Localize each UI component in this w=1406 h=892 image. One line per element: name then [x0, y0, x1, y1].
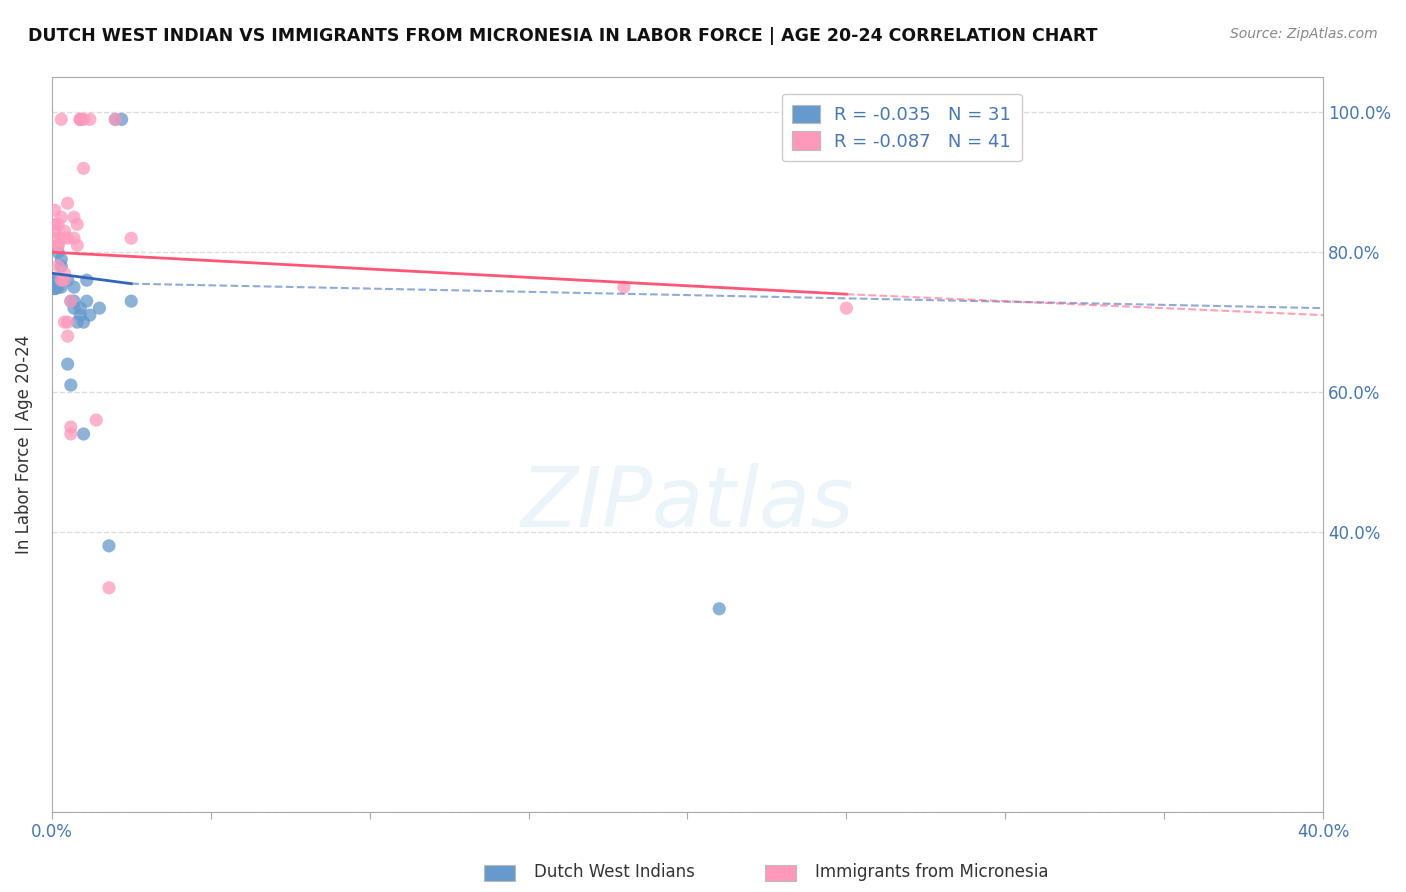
- Point: [53, 266, 76, 280]
- Point: [120, 294, 142, 309]
- Point: [613, 280, 636, 294]
- Point: [46, 245, 69, 260]
- Point: [63, 211, 86, 225]
- Point: [72, 161, 94, 176]
- Point: [51, 252, 73, 267]
- Point: [53, 224, 76, 238]
- Point: [56, 357, 79, 371]
- Point: [44, 282, 66, 296]
- Point: [76, 273, 98, 287]
- Point: [79, 112, 101, 127]
- Point: [46, 238, 69, 252]
- Point: [44, 282, 66, 296]
- Point: [79, 308, 101, 322]
- Point: [56, 273, 79, 287]
- Point: [44, 217, 66, 231]
- Point: [56, 231, 79, 245]
- Point: [89, 301, 111, 315]
- Y-axis label: In Labor Force | Age 20-24: In Labor Force | Age 20-24: [15, 334, 32, 554]
- Point: [69, 112, 91, 127]
- Point: [46, 273, 69, 287]
- Point: [51, 259, 73, 273]
- Point: [104, 112, 127, 127]
- Point: [59, 420, 82, 434]
- Point: [97, 581, 120, 595]
- Text: Source: ZipAtlas.com: Source: ZipAtlas.com: [1230, 27, 1378, 41]
- Point: [59, 294, 82, 309]
- Point: [56, 315, 79, 329]
- Text: Immigrants from Micronesia: Immigrants from Micronesia: [815, 863, 1049, 881]
- Point: [72, 112, 94, 127]
- Point: [44, 203, 66, 218]
- Text: ZIPatlas: ZIPatlas: [520, 463, 855, 544]
- Point: [56, 196, 79, 211]
- Point: [69, 308, 91, 322]
- Point: [53, 273, 76, 287]
- Point: [66, 238, 89, 252]
- Point: [97, 539, 120, 553]
- Point: [63, 294, 86, 309]
- Point: [69, 112, 91, 127]
- Point: [59, 427, 82, 442]
- Point: [66, 217, 89, 231]
- Point: [46, 217, 69, 231]
- Point: [104, 112, 127, 127]
- Point: [59, 294, 82, 309]
- Point: [69, 112, 91, 127]
- Point: [51, 273, 73, 287]
- Point: [53, 273, 76, 287]
- Point: [63, 231, 86, 245]
- Point: [46, 259, 69, 273]
- Point: [51, 211, 73, 225]
- Point: [709, 601, 731, 615]
- Point: [46, 238, 69, 252]
- Point: [111, 112, 134, 127]
- Point: [76, 294, 98, 309]
- Point: [44, 224, 66, 238]
- Text: DUTCH WEST INDIAN VS IMMIGRANTS FROM MICRONESIA IN LABOR FORCE | AGE 20-24 CORRE: DUTCH WEST INDIAN VS IMMIGRANTS FROM MIC…: [28, 27, 1098, 45]
- Point: [66, 315, 89, 329]
- Text: Dutch West Indians: Dutch West Indians: [534, 863, 695, 881]
- Point: [46, 280, 69, 294]
- Point: [51, 280, 73, 294]
- Point: [59, 378, 82, 392]
- Legend: R = -0.035   N = 31, R = -0.087   N = 41: R = -0.035 N = 31, R = -0.087 N = 41: [782, 94, 1022, 161]
- Point: [53, 315, 76, 329]
- Point: [72, 315, 94, 329]
- Point: [56, 329, 79, 343]
- Point: [69, 112, 91, 127]
- Point: [44, 273, 66, 287]
- Point: [63, 301, 86, 315]
- Point: [835, 301, 858, 315]
- Point: [51, 231, 73, 245]
- Point: [44, 231, 66, 245]
- Point: [63, 280, 86, 294]
- Point: [72, 427, 94, 442]
- Point: [84, 413, 107, 427]
- Point: [69, 301, 91, 315]
- Point: [51, 112, 73, 127]
- Point: [120, 231, 142, 245]
- Point: [69, 112, 91, 127]
